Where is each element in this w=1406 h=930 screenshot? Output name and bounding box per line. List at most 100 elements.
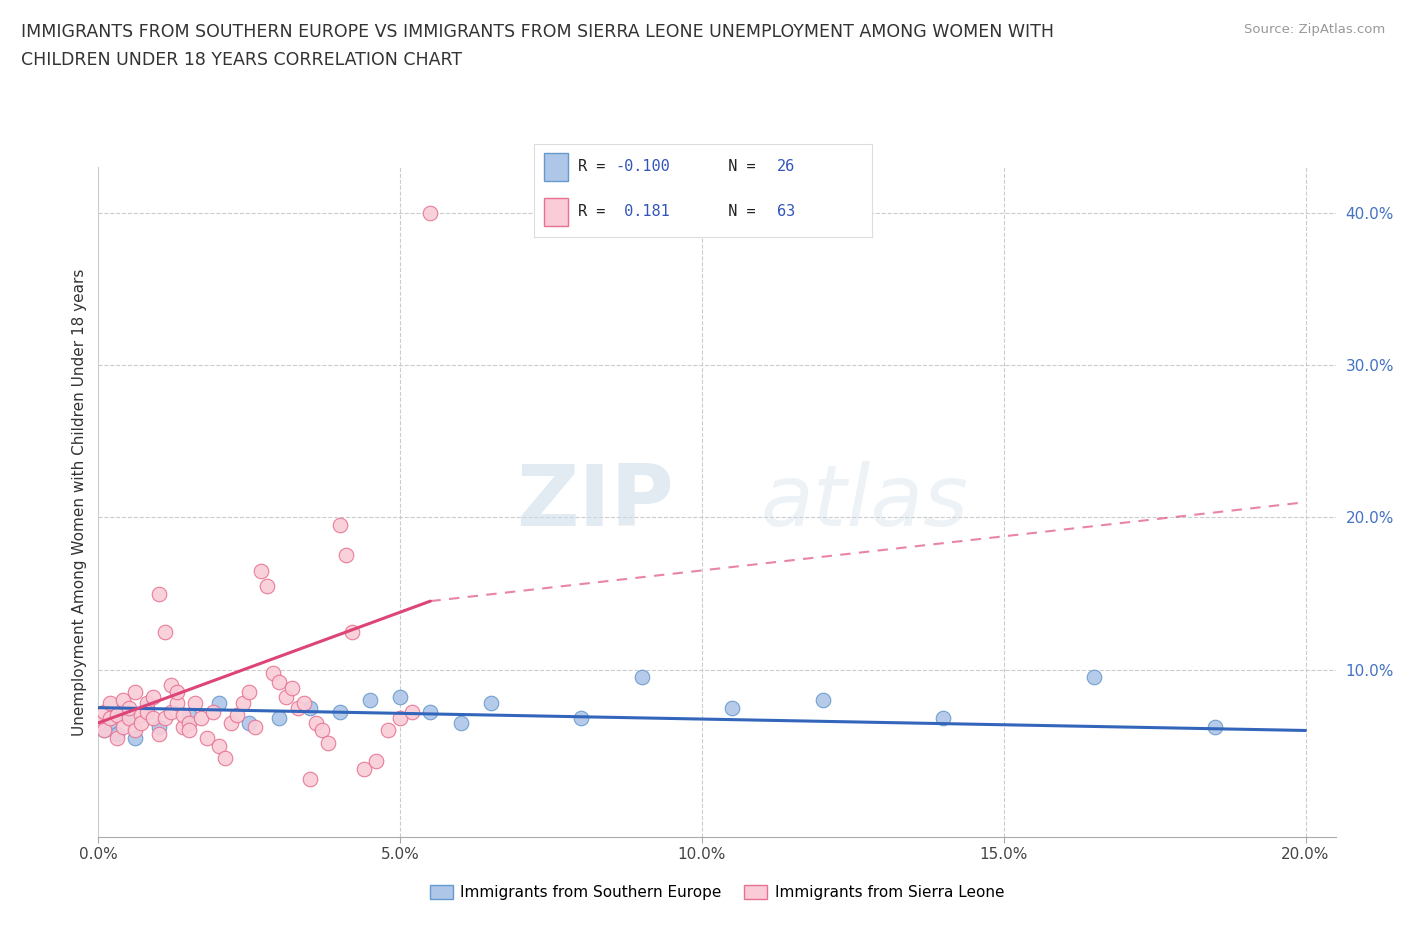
Point — [1204, 720, 1226, 735]
Text: 63: 63 — [778, 204, 796, 219]
Point — [135, 700, 157, 715]
Point — [389, 711, 412, 725]
Point — [377, 723, 399, 737]
Text: N =: N = — [710, 159, 765, 175]
Text: Source: ZipAtlas.com: Source: ZipAtlas.com — [1244, 23, 1385, 36]
Point — [111, 720, 134, 735]
Point — [401, 705, 423, 720]
Point — [129, 715, 152, 730]
Text: R =: R = — [578, 159, 614, 175]
Text: IMMIGRANTS FROM SOUTHERN EUROPE VS IMMIGRANTS FROM SIERRA LEONE UNEMPLOYMENT AMO: IMMIGRANTS FROM SOUTHERN EUROPE VS IMMIG… — [21, 23, 1054, 41]
Point — [124, 731, 146, 746]
Point — [262, 665, 284, 680]
Point — [298, 772, 321, 787]
Point — [335, 548, 357, 563]
Point — [202, 705, 225, 720]
Point — [292, 696, 315, 711]
Point — [245, 720, 267, 735]
Point — [166, 685, 188, 700]
Point — [450, 715, 472, 730]
Point — [364, 753, 387, 768]
Point — [160, 705, 183, 720]
Point — [124, 685, 146, 700]
Point — [208, 696, 231, 711]
Point — [214, 751, 236, 765]
Text: 0.181: 0.181 — [616, 204, 671, 219]
Point — [389, 689, 412, 704]
FancyBboxPatch shape — [544, 198, 568, 226]
Point — [160, 677, 183, 692]
Point — [172, 720, 194, 735]
Point — [148, 720, 170, 735]
Point — [316, 736, 339, 751]
Point — [721, 700, 744, 715]
Point — [135, 696, 157, 711]
Text: CHILDREN UNDER 18 YEARS CORRELATION CHART: CHILDREN UNDER 18 YEARS CORRELATION CHAR… — [21, 51, 463, 69]
Point — [105, 726, 128, 741]
Point — [1083, 670, 1105, 684]
Point — [93, 723, 115, 737]
Legend: Immigrants from Southern Europe, Immigrants from Sierra Leone: Immigrants from Southern Europe, Immigra… — [423, 879, 1011, 907]
Point — [100, 715, 122, 730]
Point — [353, 761, 375, 776]
Point — [111, 693, 134, 708]
Point — [184, 696, 207, 711]
Point — [148, 726, 170, 741]
Point — [190, 711, 212, 725]
Point — [256, 578, 278, 593]
Point — [142, 689, 165, 704]
Point — [124, 723, 146, 737]
Point — [811, 693, 834, 708]
Point — [630, 670, 652, 684]
Point — [359, 693, 381, 708]
Point — [177, 715, 200, 730]
Point — [87, 715, 110, 730]
Point — [238, 715, 260, 730]
Point — [232, 696, 254, 711]
Point — [129, 708, 152, 723]
Text: atlas: atlas — [761, 460, 969, 544]
Point — [298, 700, 321, 715]
Point — [93, 723, 115, 737]
Point — [117, 700, 139, 715]
Point — [166, 696, 188, 711]
Point — [419, 705, 441, 720]
Point — [269, 711, 291, 725]
Point — [100, 711, 122, 725]
Point — [117, 711, 139, 725]
Point — [329, 518, 352, 533]
Point — [569, 711, 592, 725]
Point — [148, 586, 170, 601]
Text: ZIP: ZIP — [516, 460, 673, 544]
Point — [226, 708, 249, 723]
Text: 26: 26 — [778, 159, 796, 175]
Point — [153, 624, 176, 639]
Point — [419, 206, 441, 220]
Point — [177, 708, 200, 723]
Text: N =: N = — [710, 204, 765, 219]
Y-axis label: Unemployment Among Women with Children Under 18 years: Unemployment Among Women with Children U… — [72, 269, 87, 736]
Point — [238, 685, 260, 700]
Point — [287, 700, 309, 715]
Point — [329, 705, 352, 720]
Point — [340, 624, 363, 639]
Point — [280, 681, 302, 696]
Point — [93, 705, 115, 720]
Point — [932, 711, 955, 725]
Point — [269, 674, 291, 689]
Point — [100, 696, 122, 711]
Point — [479, 696, 502, 711]
Point — [105, 731, 128, 746]
FancyBboxPatch shape — [544, 153, 568, 181]
Point — [117, 711, 139, 725]
Point — [105, 708, 128, 723]
Point — [250, 564, 273, 578]
Point — [135, 705, 157, 720]
Point — [195, 731, 218, 746]
Point — [305, 715, 328, 730]
Point — [311, 723, 333, 737]
Point — [153, 711, 176, 725]
Text: -0.100: -0.100 — [616, 159, 671, 175]
Point — [142, 711, 165, 725]
Point — [177, 723, 200, 737]
